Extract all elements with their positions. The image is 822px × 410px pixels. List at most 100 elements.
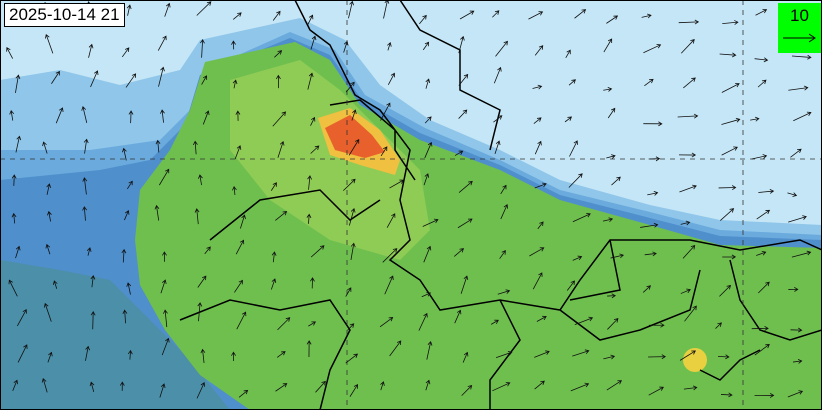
wind-arrow	[315, 380, 326, 393]
wind-arrow	[345, 81, 355, 93]
wind-arrow	[679, 184, 697, 193]
wind-arrow	[644, 251, 657, 257]
wind-arrow	[788, 85, 809, 91]
wind-arrow	[158, 66, 165, 87]
state-borders	[179, 0, 822, 410]
wind-arrow	[458, 109, 468, 119]
wind-arrow	[721, 82, 740, 93]
wind-arrow	[277, 140, 285, 158]
wind-arrow	[680, 288, 691, 294]
arrow-right-icon	[783, 33, 816, 43]
wind-arrow	[348, 138, 360, 156]
wind-arrow	[55, 107, 64, 124]
wind-arrow	[386, 213, 396, 228]
wind-arrow	[490, 319, 499, 325]
wind-arrow	[12, 379, 19, 391]
wind-arrow	[459, 10, 475, 20]
wind-arrow	[154, 204, 160, 221]
wind-arrow	[787, 390, 804, 398]
wind-arrow	[418, 312, 428, 331]
wind-arrow	[750, 116, 760, 122]
wind-arrow	[235, 110, 241, 121]
wind-arrow	[122, 147, 127, 161]
wind-arrow	[43, 302, 52, 322]
wind-arrow	[532, 84, 543, 90]
wind-arrow	[640, 222, 659, 228]
wind-arrow	[271, 251, 277, 263]
wind-arrow	[200, 38, 205, 58]
wind-arrow	[348, 207, 356, 226]
wind-arrow	[606, 154, 616, 159]
wind-arrow	[272, 111, 287, 127]
wind-arrow	[606, 15, 619, 24]
wind-arrow	[568, 79, 576, 86]
wind-arrow	[492, 10, 500, 18]
wind-arrow	[85, 345, 90, 361]
wind-arrow	[642, 285, 651, 293]
wind-arrow	[717, 354, 730, 360]
wind-arrow	[345, 353, 359, 364]
wind-arrow	[648, 322, 665, 328]
wind-arrow	[275, 74, 281, 89]
wind-arrow	[90, 311, 96, 330]
wind-arrow	[347, 323, 355, 331]
wind-arrow	[163, 309, 168, 328]
wind-arrow	[42, 141, 48, 154]
wind-arrow	[754, 343, 770, 356]
wind-arrow	[159, 383, 166, 398]
wind-arrow	[721, 146, 738, 156]
wind-arrow	[425, 379, 431, 391]
wind-arrow	[349, 384, 358, 397]
wind-arrow	[15, 74, 21, 93]
wind-arrow	[423, 173, 430, 186]
wind-arrow	[720, 208, 735, 221]
wind-arrow	[572, 349, 590, 357]
wind-arrow	[424, 141, 433, 159]
wind-arrow	[682, 244, 696, 259]
wind-arrow	[500, 184, 507, 195]
wind-arrow	[529, 247, 545, 257]
wind-arrow	[791, 54, 812, 60]
wind-arrow	[232, 12, 242, 20]
wind-arrow	[641, 13, 652, 19]
wind-arrow	[458, 35, 465, 54]
wind-arrow	[679, 350, 696, 361]
wind-arrow	[534, 45, 544, 56]
wind-arrow	[462, 351, 469, 363]
wind-arrow	[607, 293, 616, 299]
wind-arrow	[128, 110, 134, 124]
wind-arrow	[194, 208, 200, 225]
wind-arrow	[419, 14, 427, 25]
wind-arrow	[234, 279, 243, 293]
wind-arrow	[196, 382, 206, 399]
wind-arrow	[569, 140, 578, 157]
wind-arrow	[197, 302, 203, 322]
wind-arrow	[756, 250, 767, 256]
wind-arrow	[647, 191, 659, 196]
wind-arrow	[790, 327, 803, 333]
wind-arrow	[125, 73, 137, 88]
wind-arrow	[126, 4, 132, 16]
wind-arrow	[572, 255, 583, 261]
wind-arrow	[345, 287, 352, 297]
wind-arrow	[238, 389, 249, 398]
wind-arrow	[454, 150, 464, 156]
wind-arrow	[308, 321, 317, 327]
wind-arrow	[721, 117, 741, 125]
wind-arrow	[566, 280, 575, 291]
wind-arrow	[424, 116, 432, 124]
wind-arrow	[458, 180, 473, 193]
wind-arrow	[457, 218, 473, 229]
wind-arrow	[270, 182, 277, 191]
wind-arrow	[751, 154, 768, 160]
wind-arrow	[157, 35, 167, 51]
wind-arrow	[17, 344, 28, 363]
wind-arrow	[275, 210, 288, 221]
wind-arrow	[310, 145, 320, 154]
wind-arrow	[495, 351, 513, 359]
wind-arrow	[722, 20, 739, 25]
wind-arrow	[757, 79, 767, 88]
wind-arrow	[350, 242, 356, 260]
